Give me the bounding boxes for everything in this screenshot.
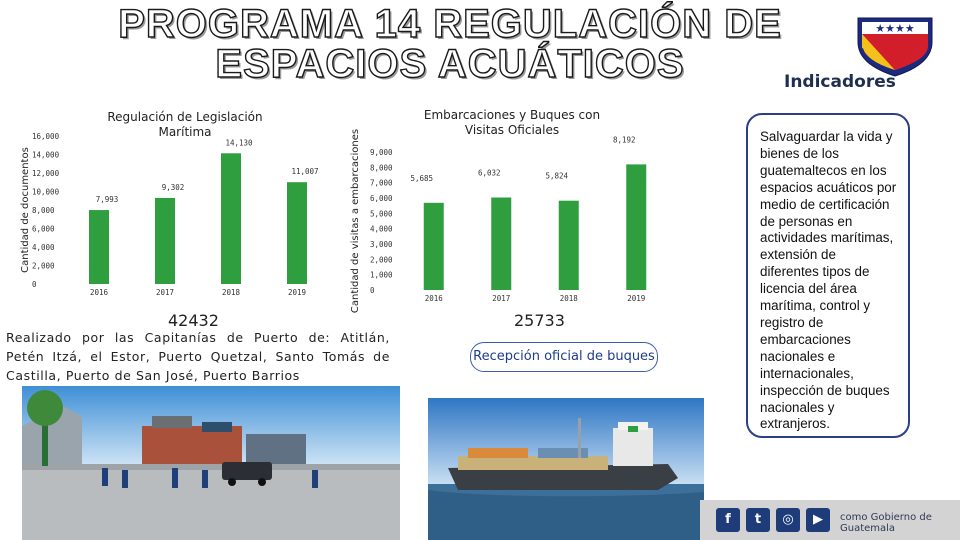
right-chart-bar-2017 xyxy=(491,197,512,290)
left-chart-y-tick-label: 12,000 xyxy=(32,169,60,178)
left-chart-total: 42432 xyxy=(168,311,219,330)
right-chart-data-label: 8,192 xyxy=(613,135,636,144)
indicadores-label: Indicadores xyxy=(784,72,896,92)
right-chart-x-tick-label: 2019 xyxy=(627,294,645,303)
right-chart-bar-2019 xyxy=(626,164,647,290)
ship-photo xyxy=(428,398,704,540)
indicator-description-box: Salvaguardar la vida y bienes de los gua… xyxy=(746,113,910,438)
left-chart-x-tick-label: 2017 xyxy=(156,288,174,297)
left-chart-data-label: 11,007 xyxy=(291,167,318,176)
left-chart-data-label: 9,302 xyxy=(162,183,185,192)
right-chart-y-tick-label: 7,000 xyxy=(370,179,393,188)
left-chart-description: Realizado por las Capitanías de Puerto d… xyxy=(6,330,390,383)
right-chart-y-tick-label: 5,000 xyxy=(370,209,393,218)
right-chart-x-tick-label: 2016 xyxy=(425,294,444,303)
right-chart-y-tick-label: 0 xyxy=(370,286,375,295)
right-chart-data-label: 6,032 xyxy=(478,169,501,178)
twitter-icon[interactable]: t xyxy=(746,508,770,532)
right-chart-y-tick-label: 9,000 xyxy=(370,148,393,157)
right-chart-y-axis-label: Cantidad de visitas a embarcaciones xyxy=(350,129,361,313)
indicator-description: Salvaguardar la vida y bienes de los gua… xyxy=(760,129,897,432)
right-chart-data-label: 5,685 xyxy=(410,174,433,183)
left-chart-bar-2017 xyxy=(155,197,175,284)
left-chart-y-axis-label: Cantidad de documentos xyxy=(20,147,31,273)
naval-shield-logo: ★★★★ xyxy=(857,17,933,77)
right-chart-y-tick-label: 3,000 xyxy=(370,240,393,249)
footer-text: como Gobierno de Guatemala xyxy=(840,512,932,534)
youtube-icon[interactable]: ▶ xyxy=(806,508,830,532)
title-line-1: PROGRAMA 14 REGULACIÓN DE xyxy=(118,2,782,46)
left-chart-x-tick-label: 2016 xyxy=(90,288,109,297)
left-chart-bar-2019 xyxy=(287,182,307,284)
right-chart-total: 25733 xyxy=(514,311,565,330)
svg-text:★★★★: ★★★★ xyxy=(875,22,915,35)
right-chart-x-tick-label: 2017 xyxy=(492,294,510,303)
left-chart-y-tick-label: 10,000 xyxy=(32,188,60,197)
page-title: PROGRAMA 14 REGULACIÓN DE ESPACIOS ACUÁT… xyxy=(100,2,800,86)
left-chart-y-tick-label: 2,000 xyxy=(32,262,55,271)
right-chart-x-tick-label: 2018 xyxy=(560,294,579,303)
left-chart-data-label: 14,130 xyxy=(225,138,253,147)
left-chart-bar-2016 xyxy=(89,210,109,284)
right-chart-bar-2018 xyxy=(558,200,579,290)
left-chart-bar-2018 xyxy=(221,153,241,284)
right-chart-bar-2016 xyxy=(423,202,444,290)
recepcion-oficial-badge: Recepción oficial de buques xyxy=(470,342,658,372)
left-chart-y-tick-label: 14,000 xyxy=(32,151,60,160)
facebook-icon[interactable]: f xyxy=(716,508,740,532)
footer-bar: f t ◎ ▶ como Gobierno de Guatemala xyxy=(700,500,960,540)
left-chart-y-tick-label: 4,000 xyxy=(32,243,55,252)
left-chart-y-tick-label: 16,000 xyxy=(32,132,60,141)
left-chart-y-tick-label: 6,000 xyxy=(32,225,55,234)
right-chart-y-tick-label: 2,000 xyxy=(370,255,393,264)
right-chart-y-tick-label: 4,000 xyxy=(370,225,393,234)
right-chart-y-tick-label: 1,000 xyxy=(370,271,393,280)
left-chart-y-tick-label: 0 xyxy=(32,280,37,289)
left-chart-x-tick-label: 2018 xyxy=(222,288,241,297)
instagram-icon[interactable]: ◎ xyxy=(776,508,800,532)
left-chart-title: Regulación de Legislación Marítima xyxy=(107,110,263,139)
title-line-2: ESPACIOS ACUÁTICOS xyxy=(215,42,685,86)
right-bar-chart: Cantidad de visitas a embarcaciones 0 1,00… xyxy=(350,129,647,313)
left-chart-y-tick-label: 8,000 xyxy=(32,206,55,215)
left-chart-x-tick-label: 2019 xyxy=(288,288,306,297)
left-chart-data-label: 7,993 xyxy=(96,195,119,204)
right-chart-title: Embarcaciones y Buques con Visitas Ofici… xyxy=(423,108,601,137)
port-photo xyxy=(22,386,400,540)
right-chart-y-tick-label: 8,000 xyxy=(370,163,393,172)
right-chart-data-label: 5,824 xyxy=(545,172,568,181)
right-chart-y-tick-label: 6,000 xyxy=(370,194,393,203)
